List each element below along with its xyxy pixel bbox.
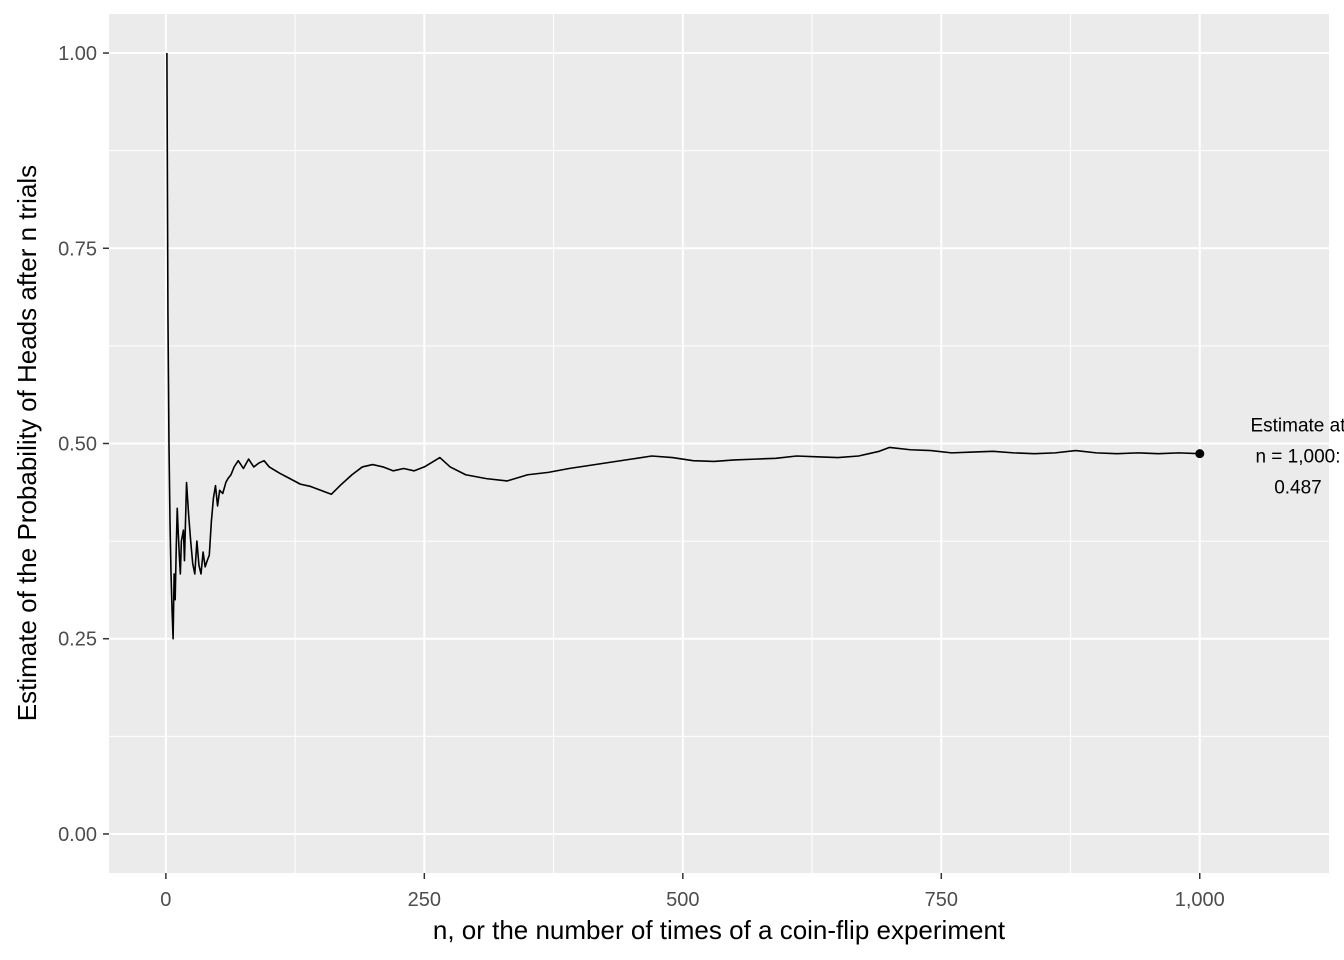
- y-tick-label: 1.00: [58, 43, 97, 65]
- y-tick-label: 0.50: [58, 434, 97, 456]
- series-line: [166, 53, 1200, 640]
- annotation-line: Estimate at: [1250, 416, 1344, 437]
- x-tick-label: 0: [160, 889, 171, 911]
- x-tick-label: 750: [925, 889, 958, 911]
- x-axis: 0 250 500 750 1,000: [160, 873, 1225, 911]
- annotation-line: 0.487: [1274, 478, 1322, 499]
- endpoint-marker: [1195, 449, 1205, 459]
- series-layer: [166, 53, 1200, 640]
- endpoint-annotation: Estimate at n = 1,000: 0.487: [1195, 416, 1344, 499]
- y-axis: 0.00 0.25 0.50 0.75 1.00: [58, 43, 109, 846]
- y-tick-label: 0.00: [58, 824, 97, 846]
- x-tick-label: 1,000: [1175, 889, 1225, 911]
- major-grid: [109, 14, 1329, 873]
- x-tick-label: 250: [408, 889, 441, 911]
- annotation-line: n = 1,000:: [1255, 447, 1340, 468]
- y-axis-title: Estimate of the Probability of Heads aft…: [12, 165, 42, 721]
- x-axis-title: n, or the number of times of a coin-flip…: [433, 915, 1006, 945]
- y-tick-label: 0.25: [58, 629, 97, 651]
- x-tick-label: 500: [666, 889, 699, 911]
- y-tick-label: 0.75: [58, 238, 97, 260]
